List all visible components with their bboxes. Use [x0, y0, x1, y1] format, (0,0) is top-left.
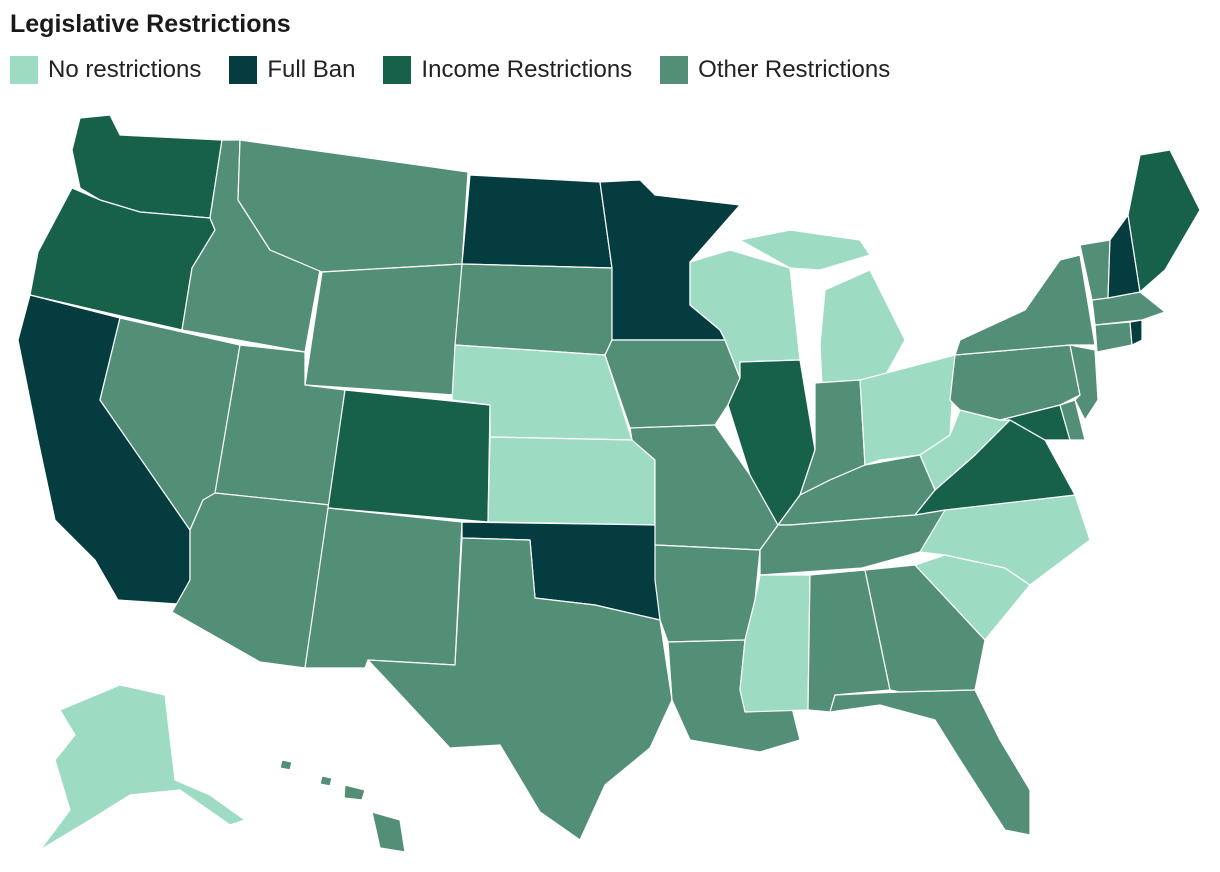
legend-label-none: No restrictions: [48, 56, 202, 83]
state-nd[interactable]: [461, 174, 613, 269]
legend-swatch-ban: [229, 56, 258, 84]
legend-label-other: Other Restrictions: [698, 56, 891, 83]
legend-label-ban: Full Ban: [267, 56, 356, 83]
legend-swatch-income: [383, 56, 412, 84]
state-ny[interactable]: [954, 254, 1096, 356]
state-ct[interactable]: [1094, 321, 1133, 353]
state-nj[interactable]: [1069, 344, 1099, 421]
state-az[interactable]: [171, 492, 331, 669]
state-ks[interactable]: [487, 436, 656, 526]
state-hi[interactable]: [279, 759, 406, 853]
state-ar[interactable]: [654, 544, 761, 643]
legend-label-income: Income Restrictions: [421, 56, 633, 83]
state-co[interactable]: [327, 389, 491, 523]
legend: No restrictions Full Ban Income Restrict…: [10, 55, 918, 85]
state-wy[interactable]: [304, 263, 463, 396]
state-fl[interactable]: [829, 689, 1031, 836]
state-de[interactable]: [1059, 399, 1086, 441]
state-nm[interactable]: [304, 507, 463, 669]
legend-item-income: Income Restrictions: [383, 56, 632, 84]
legend-item-other: Other Restrictions: [660, 56, 890, 84]
state-tx[interactable]: [367, 537, 673, 841]
legend-item-ban: Full Ban: [229, 56, 355, 84]
state-ri[interactable]: [1129, 319, 1143, 346]
map-title: Legislative Restrictions: [10, 10, 291, 38]
state-ia[interactable]: [604, 339, 741, 429]
legend-item-none: No restrictions: [10, 56, 201, 84]
legend-swatch-none: [10, 56, 38, 84]
state-me[interactable]: [1127, 149, 1201, 293]
legend-swatch-other: [660, 56, 689, 84]
state-sd[interactable]: [454, 263, 613, 356]
state-ak[interactable]: [39, 684, 246, 851]
